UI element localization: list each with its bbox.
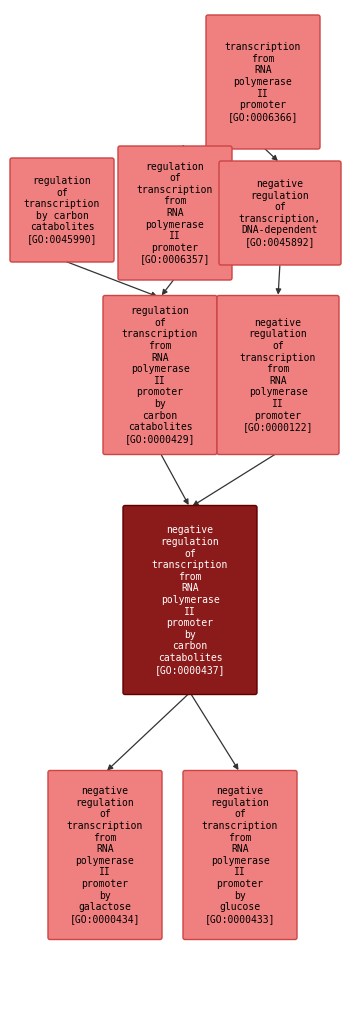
Text: negative
regulation
of
transcription
from
RNA
polymerase
II
promoter
by
glucose
: negative regulation of transcription fro… (202, 786, 278, 923)
FancyBboxPatch shape (183, 771, 297, 940)
Text: negative
regulation
of
transcription,
DNA-dependent
[GO:0045892]: negative regulation of transcription, DN… (239, 179, 321, 247)
FancyBboxPatch shape (48, 771, 162, 940)
FancyBboxPatch shape (123, 505, 257, 695)
FancyBboxPatch shape (206, 15, 320, 149)
FancyBboxPatch shape (10, 158, 114, 262)
Text: negative
regulation
of
transcription
from
RNA
polymerase
II
promoter
by
galactos: negative regulation of transcription fro… (67, 786, 143, 923)
Text: transcription
from
RNA
polymerase
II
promoter
[GO:0006366]: transcription from RNA polymerase II pro… (225, 42, 301, 122)
FancyBboxPatch shape (118, 146, 232, 280)
FancyBboxPatch shape (219, 161, 341, 265)
FancyBboxPatch shape (217, 296, 339, 455)
Text: regulation
of
transcription
by carbon
catabolites
[GO:0045990]: regulation of transcription by carbon ca… (24, 176, 100, 244)
Text: negative
regulation
of
transcription
from
RNA
polymerase
II
promoter
[GO:0000122: negative regulation of transcription fro… (240, 317, 316, 432)
Text: regulation
of
transcription
from
RNA
polymerase
II
promoter
by
carbon
catabolite: regulation of transcription from RNA pol… (122, 306, 198, 443)
Text: negative
regulation
of
transcription
from
RNA
polymerase
II
promoter
by
carbon
c: negative regulation of transcription fro… (152, 526, 228, 674)
FancyBboxPatch shape (103, 296, 217, 455)
Text: regulation
of
transcription
from
RNA
polymerase
II
promoter
[GO:0006357]: regulation of transcription from RNA pol… (137, 162, 213, 264)
